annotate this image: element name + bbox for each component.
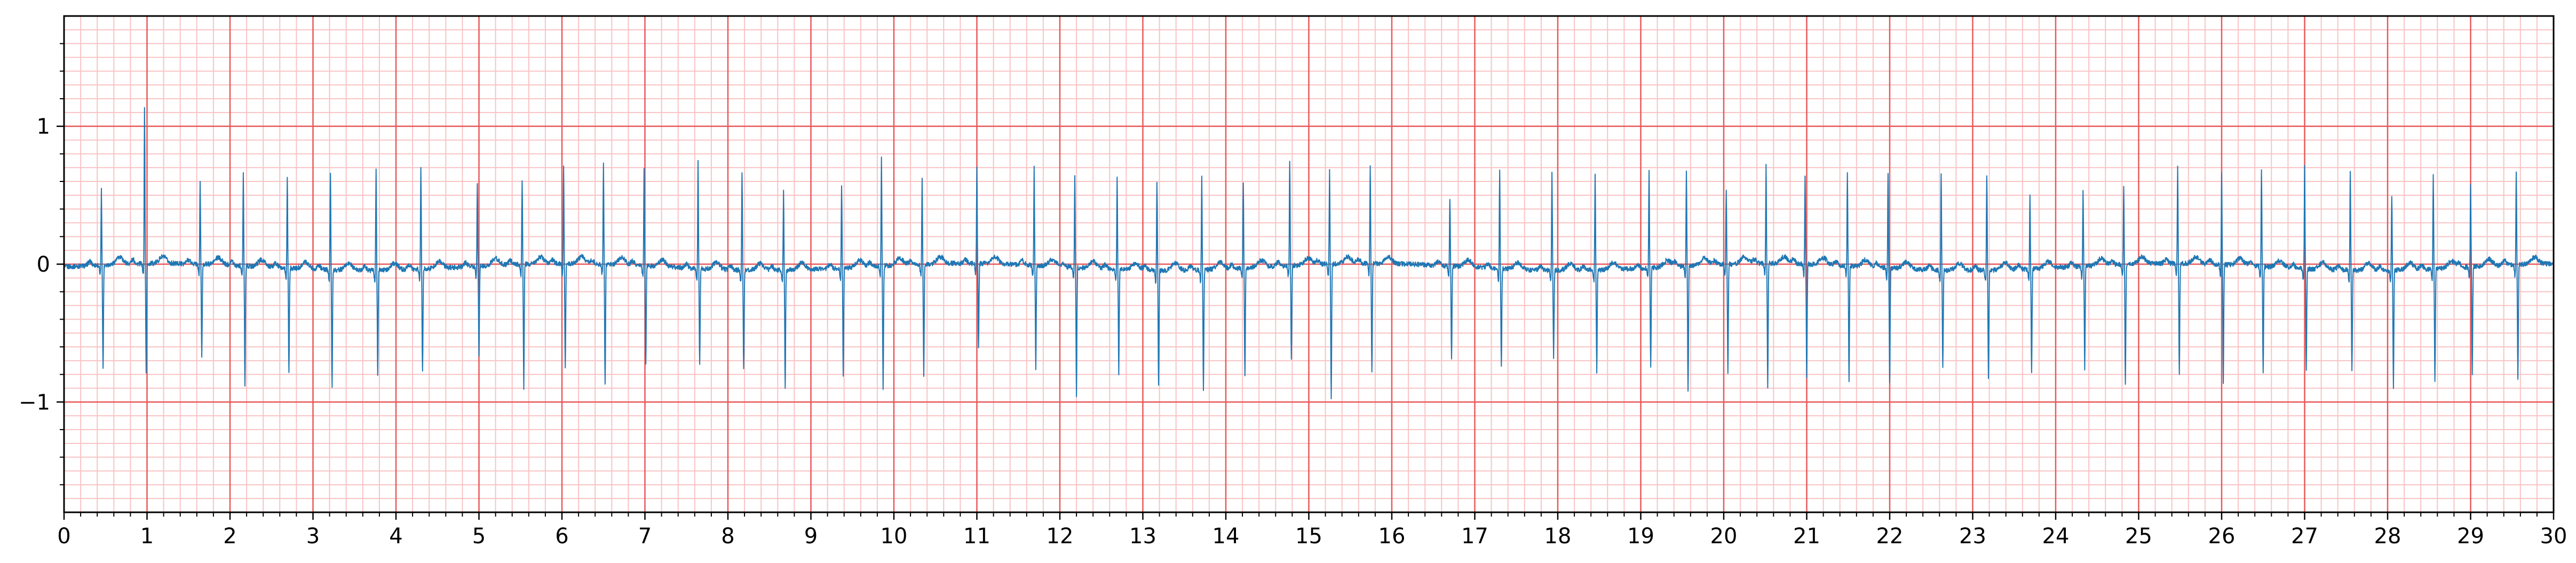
x-tick-label: 19: [1627, 524, 1654, 549]
x-tick-label: 28: [2374, 524, 2401, 549]
x-tick-label: 16: [1378, 524, 1406, 549]
x-tick-label: 9: [804, 524, 818, 549]
x-tick-label: 4: [389, 524, 402, 549]
x-tick-label: 3: [306, 524, 320, 549]
x-tick-label: 13: [1129, 524, 1156, 549]
y-axis: 1 0 −1: [19, 44, 64, 485]
x-tick-label: 26: [2208, 524, 2236, 549]
x-tick-label: 17: [1461, 524, 1488, 549]
x-tick-label: 11: [963, 524, 990, 549]
x-tick-label: 2: [223, 524, 236, 549]
x-tick-label: 15: [1295, 524, 1322, 549]
x-tick-label: 1: [140, 524, 154, 549]
x-tick-label: 10: [881, 524, 908, 549]
x-tick-label: 8: [721, 524, 734, 549]
y-tick-label: 1: [37, 115, 50, 139]
x-tick-label: 30: [2540, 524, 2567, 549]
x-tick-label: 6: [555, 524, 568, 549]
x-tick-label: 5: [472, 524, 486, 549]
x-tick-label: 14: [1212, 524, 1240, 549]
x-tick-label: 7: [638, 524, 652, 549]
x-tick-label: 24: [2042, 524, 2070, 549]
x-tick-label: 21: [1793, 524, 1820, 549]
x-tick-label: 27: [2291, 524, 2318, 549]
x-tick-label: 20: [1710, 524, 1738, 549]
x-tick-label: 22: [1876, 524, 1904, 549]
x-axis: 0 1 2 3 4 5 6 7 8 9 10 11 12 13 14 15 16 17 18 19 20 21 22 23 24…: [57, 512, 2567, 549]
x-tick-label: 0: [57, 524, 70, 549]
x-tick-label: 12: [1047, 524, 1074, 549]
x-tick-label: 23: [1959, 524, 1986, 549]
x-tick-label: 18: [1544, 524, 1572, 549]
x-tick-label: 29: [2457, 524, 2484, 549]
y-tick-label: −1: [19, 390, 50, 415]
y-tick-label: 0: [37, 252, 50, 277]
x-tick-label: 25: [2125, 524, 2152, 549]
